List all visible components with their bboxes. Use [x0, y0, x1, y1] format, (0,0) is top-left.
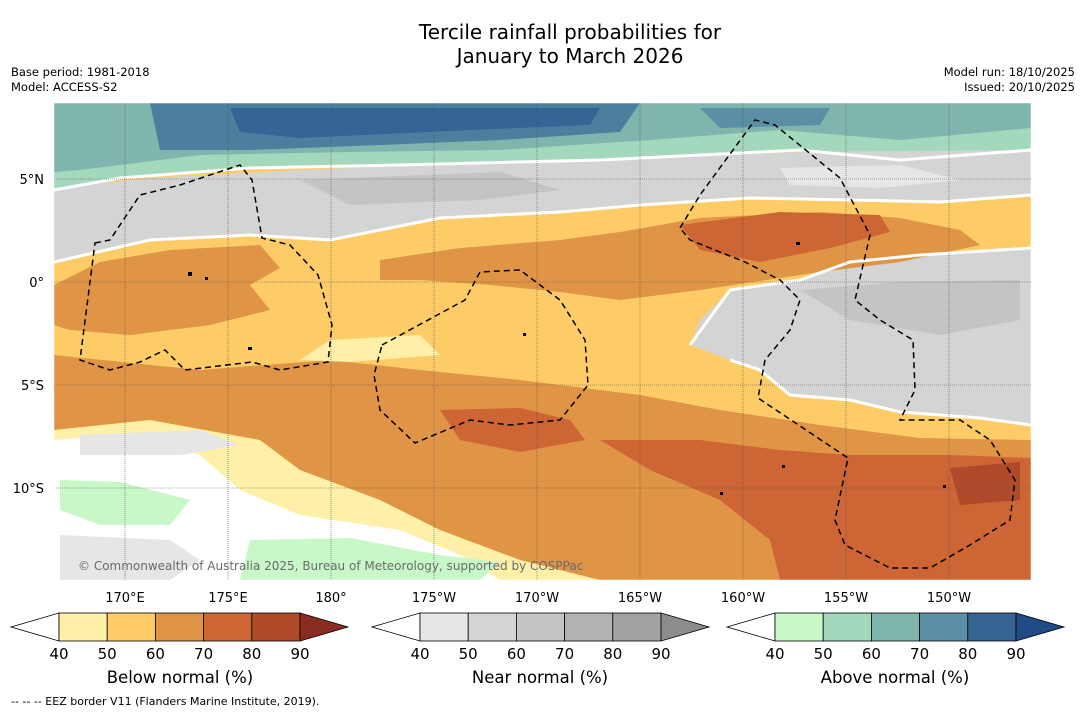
colorbar-title-below: Below normal (%): [106, 668, 254, 687]
lon-label: 180°: [315, 591, 346, 606]
colorbar-below-tick: 60: [146, 645, 165, 663]
colorbar-below-segment: [203, 612, 253, 642]
colorbar-below-segment: [251, 612, 301, 642]
lon-label: 170°W: [515, 591, 559, 606]
colorbar-below-low-extension: [9, 612, 60, 642]
colorbar-below-segment: [58, 612, 108, 642]
island-speck: [523, 333, 526, 336]
lon-label: 170°E: [105, 591, 145, 606]
colorbar-above-high-extension: [1015, 612, 1066, 642]
island-speck: [248, 347, 252, 350]
lon-label: 155°W: [824, 591, 868, 606]
colorbar-below-tick: 50: [98, 645, 117, 663]
colorbar-near-tick: 40: [410, 645, 429, 663]
colorbar-above-tick: 50: [814, 645, 833, 663]
model-name: Model: ACCESS-S2: [11, 80, 118, 94]
colorbar-near-high-extension: [660, 612, 711, 642]
eez-kiribati-gilbert: [79, 164, 333, 371]
map-frame: [53, 102, 1032, 581]
colorbar-above-tick: 90: [1006, 645, 1025, 663]
copyright-notice: © Commonwealth of Australia 2025, Bureau…: [78, 559, 583, 573]
colorbar-near-segment: [564, 612, 614, 642]
colorbar-below-segment: [154, 612, 204, 642]
colorbar-near-segment: [612, 612, 662, 642]
longitude-labels: 170°E 175°E 180° 175°W 170°W 165°W 160°W…: [105, 591, 971, 606]
colorbar-title-above: Above normal (%): [820, 668, 970, 687]
chart-title: Tercile rainfall probabilities for Janua…: [0, 20, 1085, 68]
colorbar-near-tick: 90: [651, 645, 670, 663]
island-speck: [796, 242, 800, 245]
meta-right: Model run: 18/10/2025 Issued: 20/10/2025: [944, 65, 1075, 95]
colorbar-above-segment: [774, 612, 824, 642]
colorbar-near-tick: 50: [459, 645, 478, 663]
colorbar-below-tick: 90: [290, 645, 309, 663]
colorbar-below-tick: 70: [194, 645, 213, 663]
colorbar-near-segment: [467, 612, 517, 642]
colorbar-near-segment: [516, 612, 566, 642]
lat-label: 10°S: [13, 482, 44, 497]
colorbar-below-tick: 80: [242, 645, 261, 663]
eez-footnote: -- -- -- EEZ border V11 (Flanders Marine…: [11, 695, 320, 708]
colorbar-above-tick: 60: [862, 645, 881, 663]
colorbar-legends: 40 50 60 70 80 90 40 50 60 70 80 90 40 50 60 70 80 90: [9, 612, 1066, 663]
title-line-2: January to March 2026: [456, 44, 684, 68]
colorbar-above-segment: [967, 612, 1017, 642]
lat-label: 0°: [29, 276, 44, 291]
meta-left: Base period: 1981-2018 Model: ACCESS-S2: [11, 65, 150, 95]
colorbar-title-near: Near normal (%): [471, 668, 609, 687]
colorbar-above-segment: [919, 612, 969, 642]
probability-field: [54, 103, 1031, 580]
title-line-1: Tercile rainfall probabilities for: [418, 20, 722, 44]
lon-label: 165°W: [618, 591, 662, 606]
eez-borders: [79, 119, 1016, 569]
colorbar-near-tick: 60: [507, 645, 526, 663]
eez-phoenix: [373, 269, 589, 444]
latitude-labels: 5°N 0° 5°S 10°S: [13, 173, 44, 497]
lon-label: 175°W: [412, 591, 456, 606]
island-speck: [720, 492, 723, 495]
lon-label: 150°W: [927, 591, 971, 606]
colorbar-below-high-extension: [299, 612, 350, 642]
lat-label: 5°N: [20, 173, 45, 188]
colorbar-above-tick: 40: [765, 645, 784, 663]
colorbar-above-segment: [871, 612, 921, 642]
colorbar-below-tick: 40: [49, 645, 68, 663]
eez-line-islands: [679, 119, 1016, 569]
model-run: Model run: 18/10/2025: [943, 65, 1075, 79]
lon-label: 175°E: [208, 591, 248, 606]
island-speck: [205, 277, 208, 280]
graticule: [54, 103, 1031, 580]
island-specks: [188, 242, 946, 495]
island-speck: [782, 465, 785, 468]
issued-date: Issued: 20/10/2025: [964, 80, 1075, 94]
colorbar-near-low-extension: [370, 612, 421, 642]
island-speck: [188, 272, 192, 276]
colorbar-above-low-extension: [725, 612, 776, 642]
colorbar-near-tick: 70: [555, 645, 574, 663]
lon-label: 160°W: [721, 591, 765, 606]
base-period: Base period: 1981-2018: [11, 65, 150, 79]
colorbar-above-segment: [822, 612, 872, 642]
colorbar-near-tick: 80: [603, 645, 622, 663]
colorbar-below-segment: [106, 612, 156, 642]
island-speck: [943, 485, 946, 488]
colorbar-above-tick: 70: [910, 645, 929, 663]
colorbar-above-tick: 80: [958, 645, 977, 663]
lat-label: 5°S: [21, 379, 44, 394]
colorbar-near-segment: [419, 612, 469, 642]
